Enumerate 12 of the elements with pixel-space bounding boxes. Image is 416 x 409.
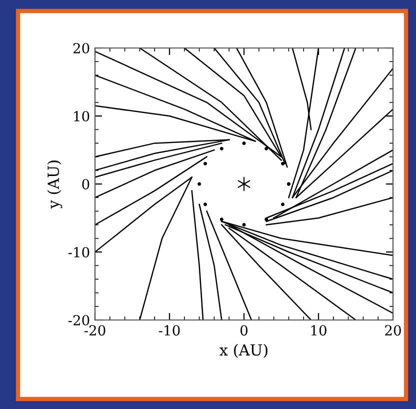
x-tick-label: 0 — [240, 325, 248, 336]
x-tick-label: -20 — [84, 325, 106, 336]
y-axis-title: y (AU) — [47, 160, 62, 209]
x-tick-label: 20 — [385, 325, 401, 336]
y-tick-label: -20 — [68, 314, 90, 326]
y-tick-label: 0 — [82, 178, 90, 190]
x-tick-label: -10 — [158, 325, 180, 336]
y-tick-label: -10 — [68, 246, 90, 258]
y-tick-label: 10 — [74, 110, 90, 122]
x-axis-title: x (AU) — [220, 344, 268, 358]
x-tick-label: 10 — [311, 325, 326, 336]
y-tick-label: 20 — [73, 42, 90, 54]
